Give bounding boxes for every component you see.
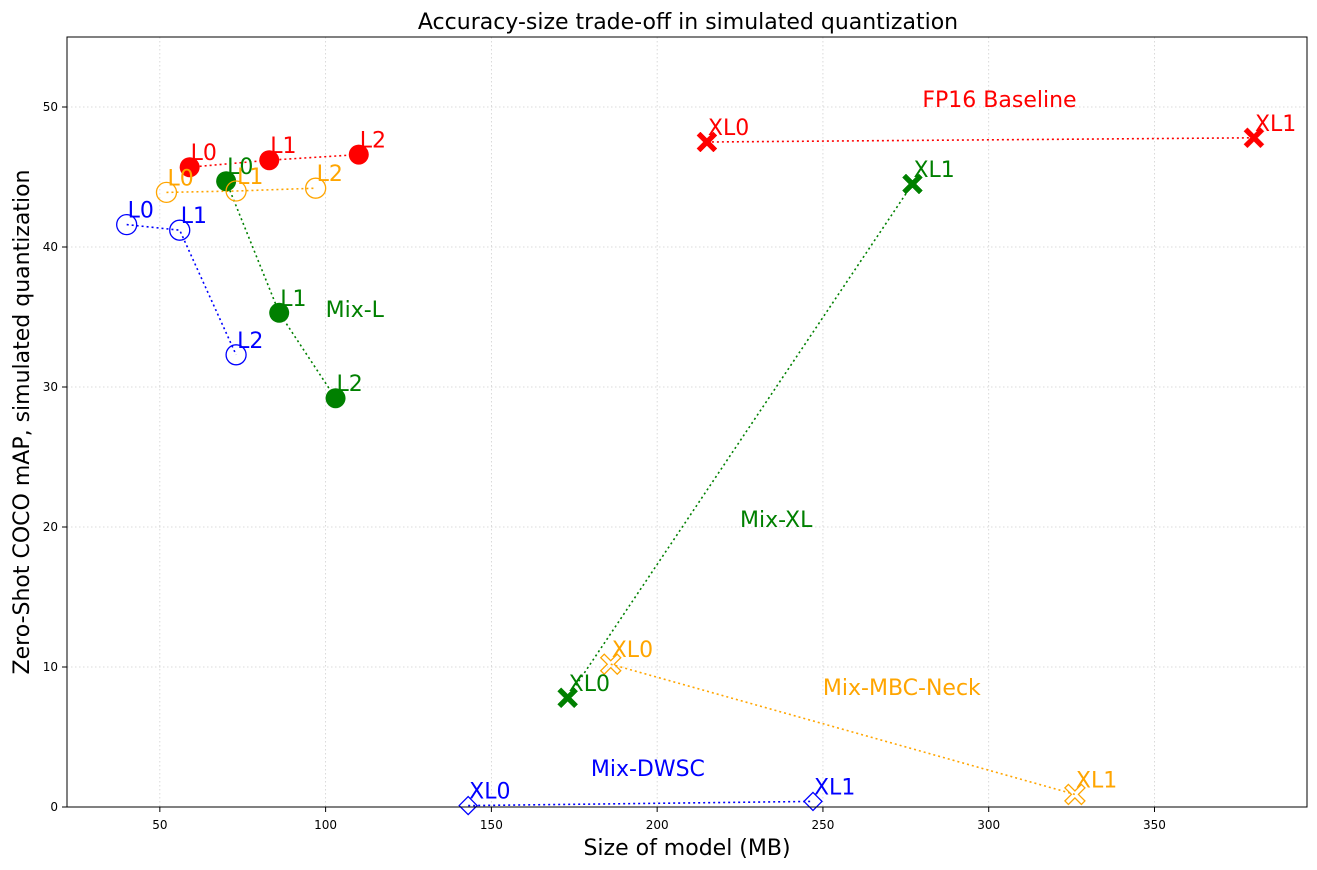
data-point-x <box>1063 783 1086 806</box>
series-line <box>610 663 1076 796</box>
point-label: L2 <box>317 162 343 187</box>
point-label: L1 <box>270 134 296 159</box>
point-label: L0 <box>167 166 193 191</box>
point-label: L1 <box>237 165 263 190</box>
data-point-x <box>696 131 718 153</box>
series-annotation: Mix-XL <box>740 508 813 533</box>
data-point-circle <box>325 388 346 409</box>
data-point-circle <box>116 213 138 236</box>
series-line <box>126 223 237 356</box>
data-point-circle <box>305 177 327 199</box>
point-label: XL1 <box>1076 768 1117 793</box>
y-tick-label: 50 <box>43 100 58 114</box>
x-tick-label: 300 <box>977 818 1000 832</box>
point-label: L1 <box>280 287 306 312</box>
point-label: L0 <box>128 199 154 224</box>
point-label: XL1 <box>814 775 855 800</box>
series-annotation: Mix-DWSC <box>591 757 705 782</box>
x-tick-label: 200 <box>646 818 669 832</box>
data-point-diamond <box>803 791 823 812</box>
data-point-x <box>599 653 622 676</box>
series-line <box>706 137 1254 143</box>
x-tick-label: 150 <box>480 818 503 832</box>
point-label: L0 <box>191 141 217 166</box>
data-point-diamond <box>458 795 479 816</box>
point-label: XL0 <box>569 672 610 697</box>
series-line <box>566 183 914 699</box>
series-annotations: FP16 Baseline Mix-L Mix-XL Mix-MBC-Neck Mix-… <box>326 88 1077 782</box>
x-axis-title: Size of model (MB) <box>583 836 790 861</box>
data-point-circle <box>169 219 191 241</box>
point-label: L1 <box>181 204 207 229</box>
data-point-circle <box>259 150 280 171</box>
x-tick-label: 100 <box>314 818 337 832</box>
point-label: XL0 <box>469 780 510 805</box>
point-label: L2 <box>360 129 386 154</box>
data-point-circle <box>225 180 247 202</box>
x-tick-label: 350 <box>1143 818 1166 832</box>
point-label: XL1 <box>913 158 954 183</box>
data-point-circle <box>179 157 200 178</box>
y-tick-label: 10 <box>43 660 58 674</box>
data-point-circle <box>225 344 247 366</box>
x-tick-label: 50 <box>152 818 167 832</box>
series-line <box>468 800 813 807</box>
data-point-circle <box>348 144 369 165</box>
y-tick-label: 0 <box>50 800 58 814</box>
y-tick-label: 30 <box>43 380 58 394</box>
data-point-x <box>557 687 578 709</box>
point-label: XL0 <box>612 638 653 663</box>
x-axis-ticks: 50 100 150 200 250 300 350 <box>152 807 1166 832</box>
y-tick-label: 20 <box>43 520 58 534</box>
series-annotation: Mix-MBC-Neck <box>823 676 981 701</box>
data-point-x <box>1243 127 1265 149</box>
series-line <box>189 153 359 168</box>
series-lines <box>126 137 1254 807</box>
series-annotation: FP16 Baseline <box>922 88 1076 113</box>
data-point-circle <box>269 302 290 323</box>
x-tick-label: 250 <box>811 818 834 832</box>
data-point-x <box>902 173 923 195</box>
data-points <box>116 127 1265 816</box>
y-axis-title: Zero-Shot COCO mAP, simulated quantizati… <box>10 170 35 675</box>
grid <box>67 37 1307 808</box>
y-tick-label: 40 <box>43 240 58 254</box>
plot-area <box>66 36 1308 808</box>
data-point-circle <box>155 181 178 204</box>
y-axis-ticks: 0 10 20 30 40 50 <box>43 100 67 814</box>
point-label: L2 <box>337 372 363 397</box>
chart-title: Accuracy-size trade-off in simulated qua… <box>418 10 958 35</box>
point-label: XL1 <box>1255 112 1296 137</box>
data-point-circle <box>216 171 237 192</box>
point-label: L0 <box>227 155 253 180</box>
series-annotation: Mix-L <box>326 298 385 323</box>
point-label: L2 <box>237 329 263 354</box>
point-label: XL0 <box>708 116 749 141</box>
